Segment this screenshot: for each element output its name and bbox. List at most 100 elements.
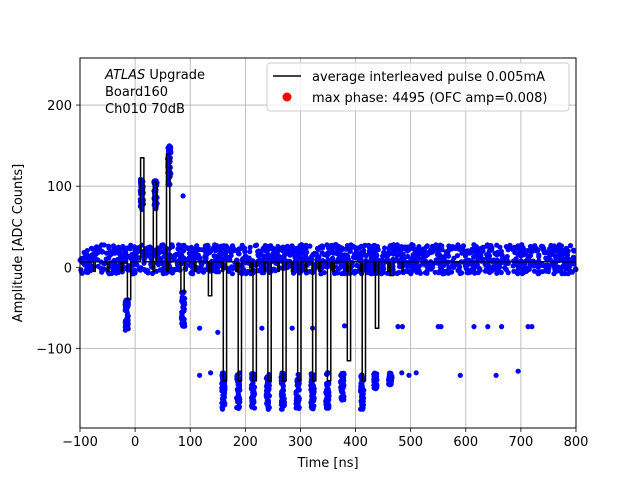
sample-point xyxy=(329,249,335,255)
sample-point xyxy=(437,242,443,248)
sample-point xyxy=(326,245,332,251)
annotation-board: Board160 xyxy=(105,85,168,100)
sample-point xyxy=(390,250,396,256)
sample-point xyxy=(404,248,410,254)
sample-point xyxy=(216,251,223,257)
sample-point xyxy=(220,382,226,388)
sample-point xyxy=(486,248,492,254)
x-tick-label: 500 xyxy=(398,435,423,450)
sample-point xyxy=(520,244,526,251)
sample-point xyxy=(242,253,248,259)
sample-point xyxy=(455,242,461,248)
sample-point xyxy=(179,294,185,300)
sample-point xyxy=(422,248,428,254)
y-axis-label: Amplitude [ADC Counts] xyxy=(11,164,26,322)
sample-point xyxy=(338,387,344,393)
sample-point xyxy=(123,323,129,329)
sample-point xyxy=(406,372,412,378)
sample-point xyxy=(551,271,557,277)
sample-point xyxy=(175,246,181,252)
sample-point xyxy=(428,266,434,272)
sample-point xyxy=(565,256,572,262)
sample-point xyxy=(556,242,563,248)
sample-point xyxy=(399,244,405,250)
sample-point xyxy=(324,253,330,259)
sample-point xyxy=(413,370,419,376)
sample-point xyxy=(394,242,400,248)
sample-point xyxy=(297,249,303,255)
sample-point xyxy=(478,255,484,262)
sample-point xyxy=(227,265,233,271)
sample-point xyxy=(309,391,316,397)
sample-point xyxy=(133,250,139,256)
sample-point xyxy=(303,249,309,256)
sample-point xyxy=(455,267,461,274)
sample-point xyxy=(386,245,392,251)
sample-point xyxy=(325,387,331,393)
sample-point xyxy=(416,263,422,269)
sample-point xyxy=(340,391,346,397)
sample-point xyxy=(186,250,192,256)
sample-point xyxy=(216,263,222,269)
sample-point xyxy=(122,245,128,251)
sample-point xyxy=(339,397,345,403)
sample-point xyxy=(418,251,424,257)
sample-point xyxy=(84,268,90,274)
sample-point xyxy=(296,404,302,410)
sample-point xyxy=(457,372,463,378)
sample-point xyxy=(296,382,302,388)
sample-point xyxy=(438,324,444,330)
sample-point xyxy=(264,375,270,381)
sample-point xyxy=(262,243,268,249)
sample-point xyxy=(130,261,136,267)
sample-point xyxy=(259,325,265,331)
sample-point xyxy=(456,246,462,252)
x-axis-label: Time [ns] xyxy=(296,456,358,471)
sample-point xyxy=(122,251,129,257)
sample-point xyxy=(471,324,477,330)
legend-entry-max-phase: max phase: 4495 (OFC amp=0.008) xyxy=(312,91,547,106)
sample-point xyxy=(358,255,364,261)
sample-point xyxy=(247,244,253,250)
sample-point xyxy=(524,266,530,272)
sample-point xyxy=(374,252,380,258)
sample-point xyxy=(341,323,348,329)
annotation-upgrade: Upgrade xyxy=(145,68,205,83)
sample-point xyxy=(186,255,192,261)
sample-point xyxy=(449,244,456,250)
sample-point xyxy=(289,243,295,249)
svg-text:ATLAS Upgrade: ATLAS Upgrade xyxy=(104,68,205,83)
sample-point xyxy=(431,246,437,252)
sample-point xyxy=(341,382,347,388)
sample-point xyxy=(358,380,364,386)
sample-point xyxy=(465,262,471,268)
sample-point xyxy=(131,244,138,250)
sample-point xyxy=(432,269,438,275)
sample-point xyxy=(319,243,325,249)
sample-point xyxy=(176,242,182,248)
sample-point xyxy=(251,398,257,404)
sample-point xyxy=(197,372,203,378)
sample-point xyxy=(325,393,331,399)
sample-point xyxy=(221,243,227,249)
sample-point xyxy=(441,271,447,277)
sample-point xyxy=(350,243,356,249)
sample-point xyxy=(416,268,422,274)
legend-box xyxy=(266,62,570,112)
sample-point xyxy=(268,243,274,249)
sample-point xyxy=(360,399,366,405)
sample-point xyxy=(395,324,401,330)
sample-point xyxy=(485,262,491,268)
sample-point xyxy=(354,262,360,268)
sample-point xyxy=(352,268,358,275)
x-tick-label: 300 xyxy=(288,435,313,450)
sample-point xyxy=(510,263,516,269)
sample-point xyxy=(462,253,469,259)
sample-point xyxy=(380,263,386,269)
sample-point xyxy=(480,245,486,251)
sample-point xyxy=(536,252,542,258)
sample-point xyxy=(399,324,405,330)
sample-point xyxy=(474,261,480,267)
y-axis-ticks: −100 0 100 200 xyxy=(36,99,80,357)
